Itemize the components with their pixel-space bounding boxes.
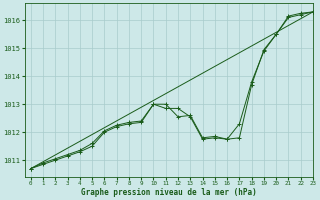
- X-axis label: Graphe pression niveau de la mer (hPa): Graphe pression niveau de la mer (hPa): [81, 188, 257, 197]
